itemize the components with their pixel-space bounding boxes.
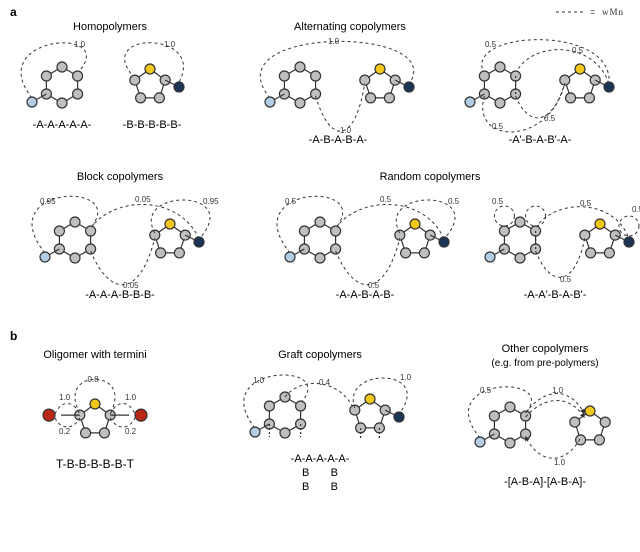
diagram-random-1: 0.5 0.5 0.5 0.5 <box>277 195 460 290</box>
svg-text:0.8: 0.8 <box>87 375 99 384</box>
section-b-label: b <box>10 329 17 343</box>
caption-graft: -A-A-A-A-A- <box>291 453 350 465</box>
caption-other: -[A-B-A]-[A-B-A]- <box>504 476 586 488</box>
caption-random-1: -A-A-B-A-B- <box>336 289 395 301</box>
caption-homopolymer-a: -A-A-A-A-A- <box>33 119 92 131</box>
diagram-oligomer: 0.8 1.0 0.2 1.0 0.2 <box>43 375 147 438</box>
panel-graft: Graft copolymers 1.0 0.4 1.0 -A-A-A-A-A-… <box>244 349 412 493</box>
graft-bs-row2: B B <box>302 481 338 493</box>
svg-text:0.5: 0.5 <box>485 40 497 49</box>
panel-oligomer: Oligomer with termini 0.8 1.0 0.2 1.0 0.… <box>43 349 147 471</box>
svg-text:0.05: 0.05 <box>135 195 151 204</box>
svg-text:1.0: 1.0 <box>400 373 412 382</box>
caption-random-2: -A-A'-B-A-B'- <box>524 289 587 301</box>
legend: = wMn <box>556 7 624 17</box>
svg-text:0.5: 0.5 <box>560 275 572 284</box>
diagram-block: 0.95 0.05 0.95 0.05 <box>32 195 219 290</box>
svg-text:1.0: 1.0 <box>164 40 176 49</box>
svg-text:1.0: 1.0 <box>554 458 566 467</box>
svg-text:0.5: 0.5 <box>448 197 460 206</box>
svg-text:0.5: 0.5 <box>544 114 556 123</box>
diagram-homopolymer-a: 1.0 <box>21 40 86 108</box>
title-other: Other copolymers <box>502 343 589 355</box>
title-alternating: Alternating copolymers <box>294 21 406 33</box>
title-homopolymers: Homopolymers <box>73 21 147 33</box>
legend-glyph: wMn <box>602 7 624 17</box>
svg-text:0.2: 0.2 <box>125 427 137 436</box>
figure-canvas: a = wMn Homopolymers 1.0 -A-A-A-A-A- 1.0… <box>0 0 640 552</box>
caption-oligomer: T-B-B-B-B-B-T <box>56 457 135 471</box>
graft-bs-row1: B B <box>302 467 338 479</box>
title-block: Block copolymers <box>77 171 164 183</box>
subtitle-other: (e.g. from pre-polymers) <box>491 358 598 369</box>
svg-text:0.5: 0.5 <box>285 197 297 206</box>
svg-text:0.95: 0.95 <box>40 197 56 206</box>
svg-text:1.0: 1.0 <box>125 393 137 402</box>
svg-text:1.0: 1.0 <box>253 376 265 385</box>
diagram-other: 0.5 1.0 1.0 <box>468 386 610 467</box>
svg-text:0.5: 0.5 <box>580 199 592 208</box>
panel-block: Block copolymers 0.95 0.05 0.95 0.05 -A-… <box>32 171 219 301</box>
panel-homopolymers: Homopolymers 1.0 -A-A-A-A-A- 1.0 -B-B-B-… <box>21 21 184 131</box>
svg-text:0.5: 0.5 <box>572 46 584 55</box>
diagram-random-2: 0.5 0.5 0.5 0.5 <box>485 197 640 284</box>
svg-text:0.5: 0.5 <box>492 122 504 131</box>
svg-text:0.2: 0.2 <box>59 427 71 436</box>
svg-text:0.4: 0.4 <box>319 378 331 387</box>
caption-homopolymer-b: -B-B-B-B-B- <box>123 119 182 131</box>
svg-text:0.5: 0.5 <box>380 195 392 204</box>
svg-text:0.5: 0.5 <box>492 197 504 206</box>
svg-text:0.5: 0.5 <box>632 205 640 214</box>
svg-text:1.0: 1.0 <box>328 37 340 46</box>
caption-block: -A-A-A-B-B-B- <box>85 289 155 301</box>
diagram-alternating-1: 1.0 1.0 <box>260 37 414 135</box>
svg-text:1.0: 1.0 <box>552 386 564 395</box>
title-random: Random copolymers <box>380 171 481 183</box>
panel-random: Random copolymers 0.5 0.5 0.5 0.5 -A-A-B… <box>277 171 640 301</box>
section-a-label: a <box>10 5 17 19</box>
svg-text:1.0: 1.0 <box>59 393 71 402</box>
svg-text:1.0: 1.0 <box>74 40 86 49</box>
diagram-homopolymer-b: 1.0 <box>125 40 184 103</box>
caption-alternating-2: -A'-B-A-B'-A- <box>509 134 572 146</box>
diagram-graft: 1.0 0.4 1.0 <box>244 373 412 439</box>
svg-text:0.5: 0.5 <box>480 386 492 395</box>
panel-other: Other copolymers (e.g. from pre-polymers… <box>468 343 610 488</box>
panel-alternating: Alternating copolymers 1.0 1.0 -A-B-A-B-… <box>260 21 614 146</box>
svg-text:0.95: 0.95 <box>203 197 219 206</box>
caption-alternating-1: -A-B-A-B-A- <box>309 134 368 146</box>
legend-eq: = <box>590 7 595 17</box>
title-graft: Graft copolymers <box>278 349 362 361</box>
diagram-alternating-2: 0.5 0.5 0.5 0.5 <box>465 40 614 132</box>
title-oligomer: Oligomer with termini <box>43 349 146 361</box>
